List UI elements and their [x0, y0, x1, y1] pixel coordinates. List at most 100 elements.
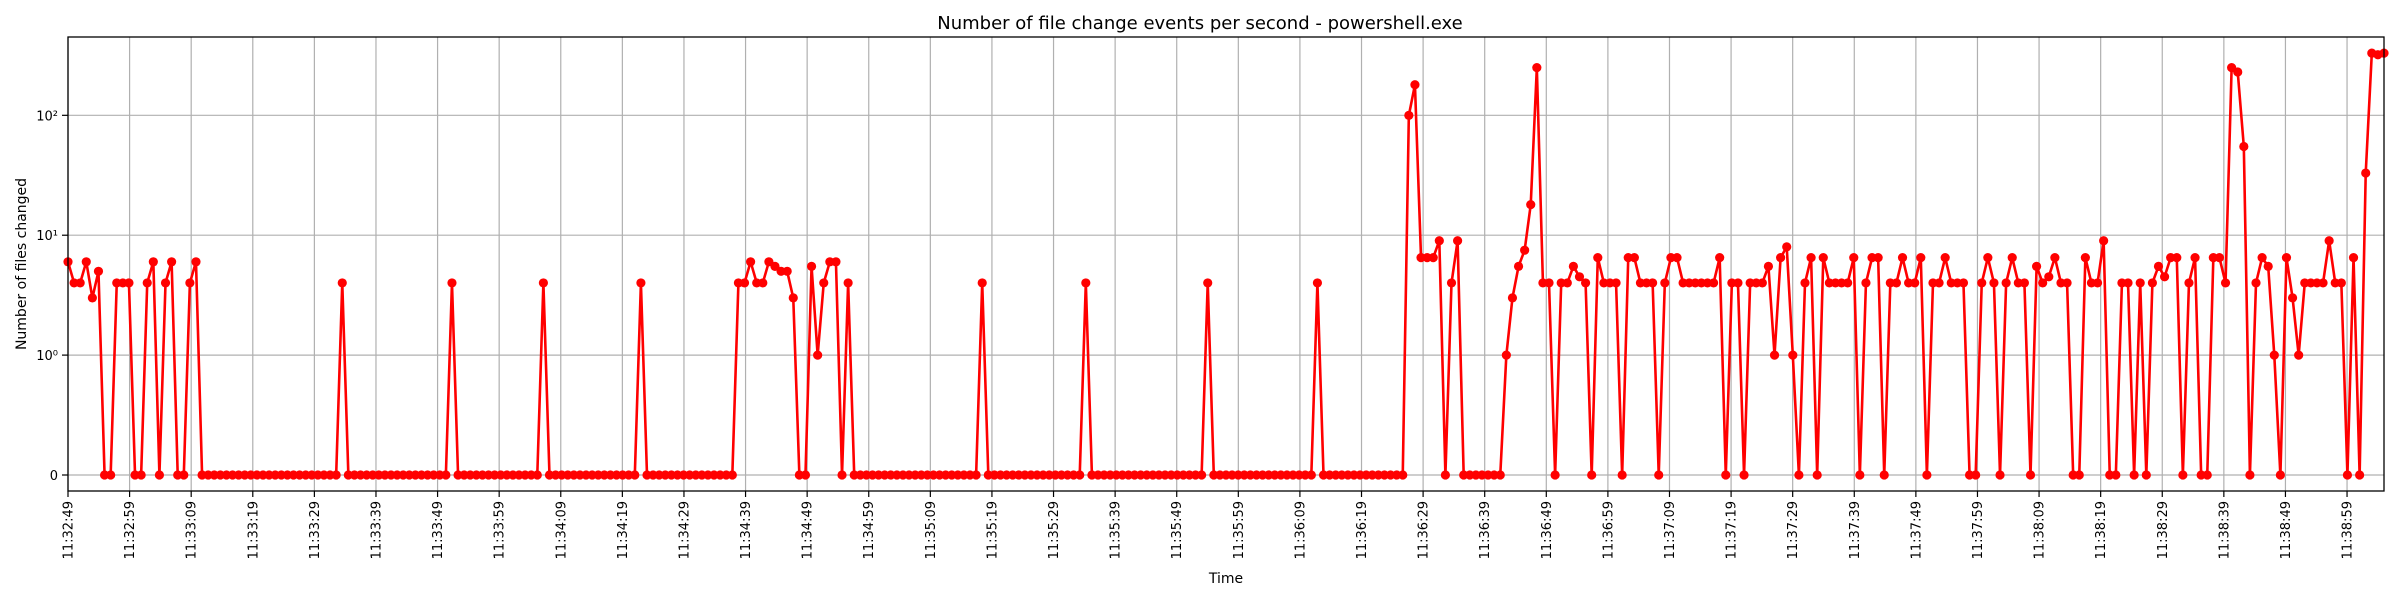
data-point: [831, 257, 841, 267]
data-point: [2348, 253, 2359, 263]
data-point: [2202, 470, 2212, 480]
y-axis-label: Number of files changed: [14, 178, 30, 350]
x-axis-label: Time: [1208, 571, 1243, 587]
plot-frame: [67, 36, 2385, 492]
data-point: [2074, 470, 2084, 480]
data-point: [788, 293, 798, 303]
data-point: [1501, 350, 1511, 360]
data-point: [813, 350, 823, 360]
data-point: [1806, 253, 1816, 263]
data-point: [1507, 293, 1518, 303]
data-point: [2135, 278, 2145, 288]
grid: [67, 37, 2384, 491]
data-point: [538, 278, 548, 288]
y-tick-label: 10¹: [36, 229, 58, 244]
x-tick-label: 11:36:29: [1417, 501, 1432, 559]
data-point: [532, 470, 542, 480]
data-point: [1910, 278, 1920, 288]
data-point: [2245, 470, 2255, 480]
data-point: [2275, 470, 2285, 480]
data-point: [2062, 278, 2072, 288]
data-point: [2080, 253, 2090, 263]
data-point: [2050, 253, 2060, 263]
data-point: [2172, 253, 2182, 263]
data-point: [1715, 253, 1725, 263]
data-point: [136, 470, 146, 480]
x-tick-label: 11:35:39: [1109, 501, 1124, 559]
data-point: [2123, 278, 2133, 288]
data-point: [1940, 253, 1950, 263]
data-point: [1782, 242, 1792, 252]
data-point: [124, 278, 134, 288]
x-tick-label: 11:37:09: [1663, 501, 1678, 559]
x-tick-label: 11:35:29: [1047, 501, 1062, 559]
data-point: [782, 266, 792, 276]
data-point: [75, 278, 85, 288]
data-point: [2007, 253, 2017, 263]
y-tick-label: 0: [50, 469, 58, 484]
data-point: [770, 261, 780, 271]
x-tick-label: 11:37:19: [1725, 501, 1740, 559]
data-point: [1453, 236, 1463, 246]
x-tick-label: 11:38:19: [2094, 501, 2109, 559]
data-point: [727, 470, 737, 480]
x-tick-label: 11:34:59: [862, 501, 877, 559]
data-point: [1550, 470, 1560, 480]
data-point: [148, 257, 158, 267]
data-point: [1958, 278, 1969, 288]
data-point: [1434, 236, 1444, 246]
data-point: [2184, 278, 2194, 288]
data-point: [1544, 278, 1554, 288]
data-point: [2257, 253, 2267, 263]
x-tick-label: 11:37:59: [1971, 501, 1986, 559]
data-point: [447, 278, 457, 288]
data-point: [1861, 278, 1871, 288]
data-point: [1428, 253, 1438, 263]
data-point: [1989, 278, 1999, 288]
data-point: [2263, 261, 2273, 271]
data-point: [2287, 293, 2298, 303]
data-point: [806, 261, 817, 271]
x-tick-label: 11:37:29: [1786, 501, 1801, 559]
data-point: [1916, 253, 1926, 263]
x-tick-label: 11:33:49: [431, 501, 446, 559]
data-point: [2336, 278, 2346, 288]
data-point: [2092, 278, 2103, 288]
data-point: [154, 470, 165, 480]
x-tick-label: 11:38:39: [2217, 501, 2232, 559]
data-point: [185, 278, 195, 288]
data-point: [2355, 470, 2365, 480]
data-point: [331, 470, 341, 480]
data-point: [1398, 470, 1408, 480]
data-point: [977, 278, 987, 288]
data-point: [1574, 272, 1585, 282]
x-tick-label: 11:38:49: [2279, 501, 2294, 559]
x-tick-label: 11:36:19: [1355, 501, 1370, 559]
data-point: [441, 470, 451, 480]
x-tick-label: 11:34:29: [677, 501, 692, 559]
data-point: [2001, 278, 2011, 288]
data-series: [63, 48, 2389, 480]
data-point: [1562, 278, 1572, 288]
data-point: [87, 293, 97, 303]
data-point: [81, 257, 91, 267]
data-point: [1776, 253, 1786, 263]
data-point: [191, 257, 201, 267]
data-point: [1995, 470, 2005, 480]
data-point: [1404, 110, 1414, 120]
data-point: [1794, 470, 1804, 480]
x-tick-label: 11:34:39: [739, 501, 754, 559]
data-point: [2111, 470, 2121, 480]
data-point: [1849, 253, 1859, 263]
data-point: [2019, 278, 2030, 288]
x-tick-label: 11:36:59: [1601, 501, 1616, 559]
data-point: [1526, 200, 1536, 210]
x-tick-label: 11:33:59: [493, 501, 508, 559]
x-tick-label: 11:35:59: [1232, 501, 1247, 559]
chart-title: Number of file change events per second …: [937, 13, 1462, 34]
data-point: [800, 470, 811, 480]
data-point: [2025, 470, 2036, 480]
data-point: [93, 266, 104, 276]
data-point: [2038, 278, 2048, 288]
